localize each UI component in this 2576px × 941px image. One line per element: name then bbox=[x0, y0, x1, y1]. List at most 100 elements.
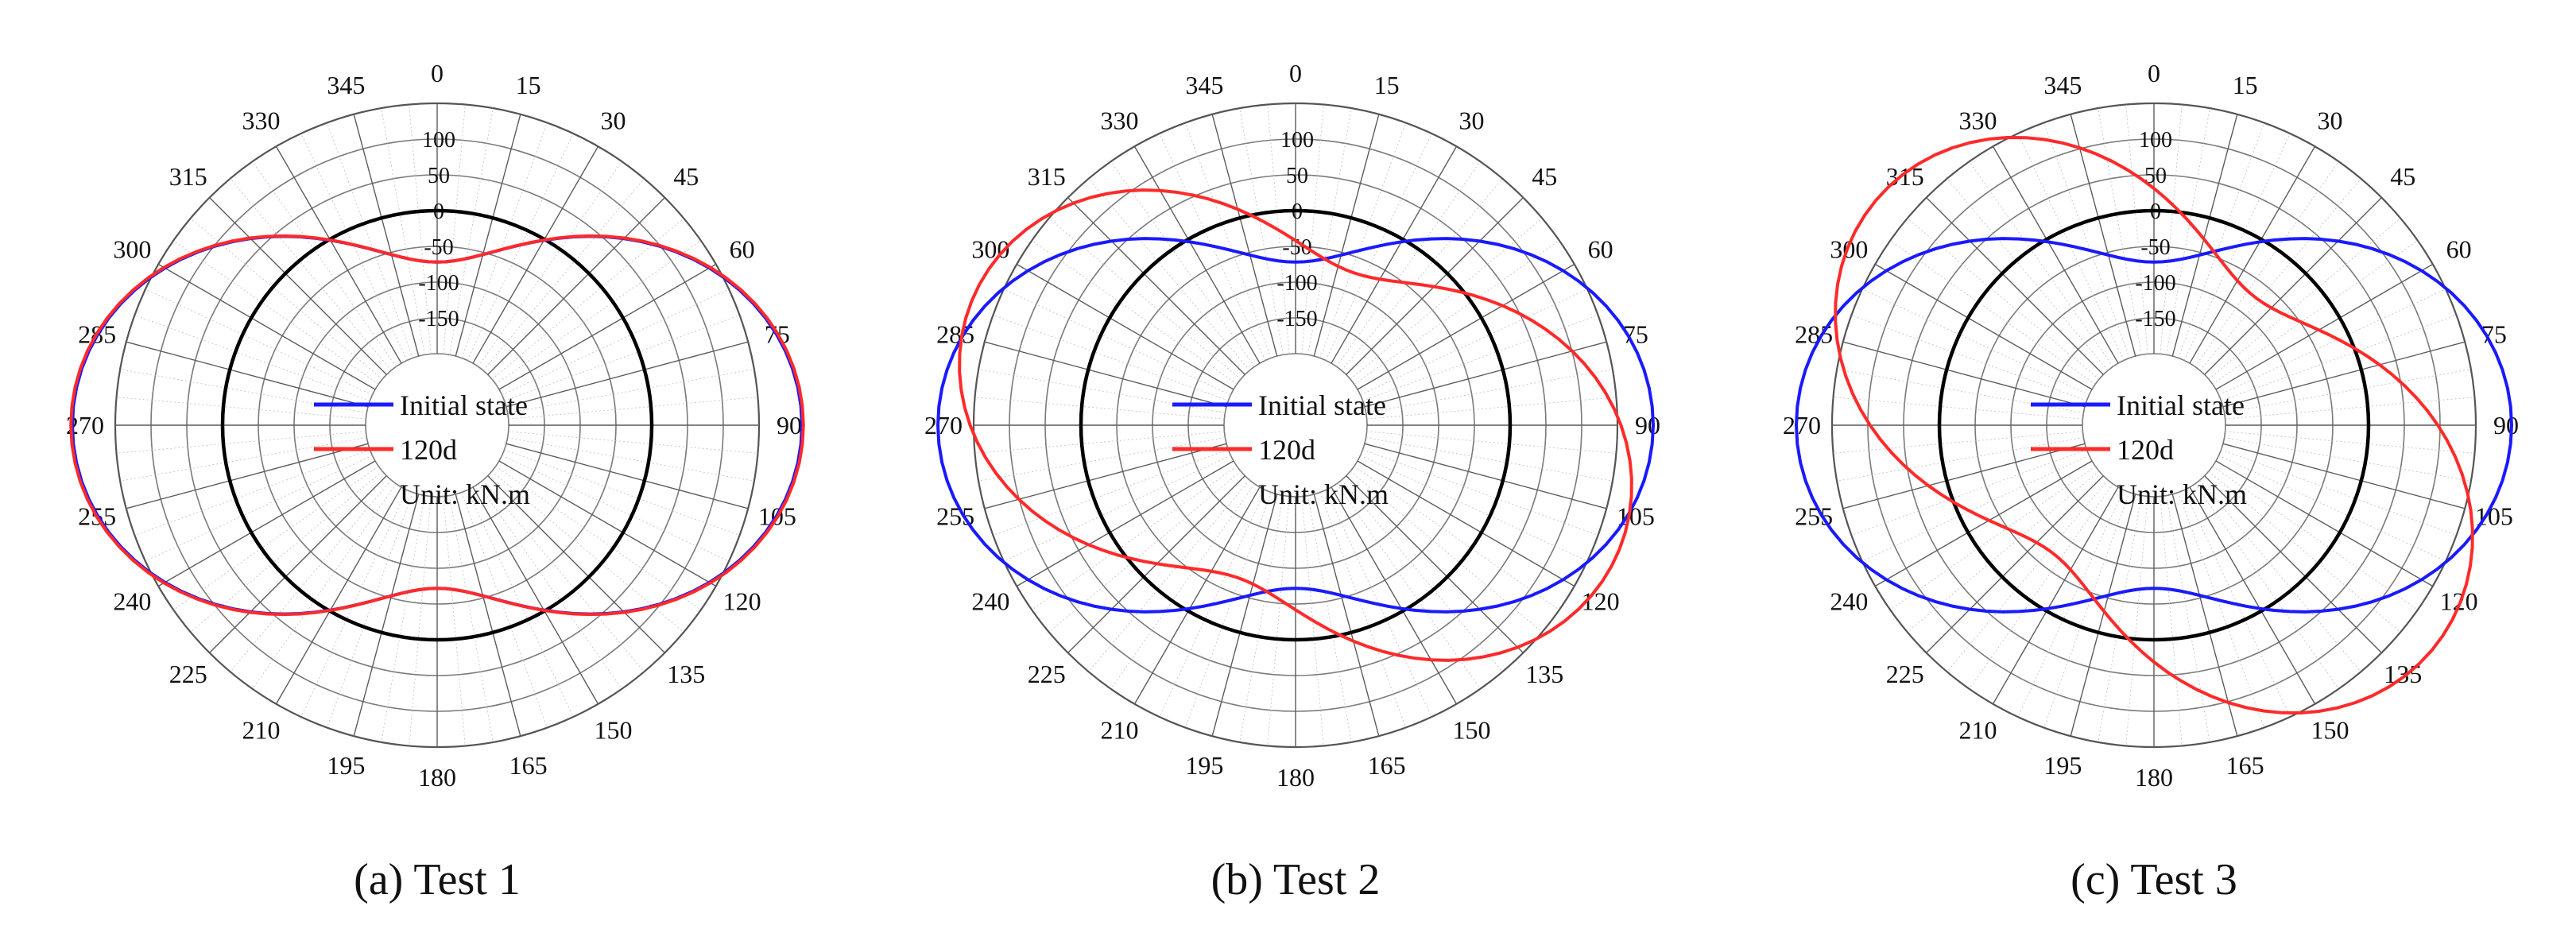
minor-spoke bbox=[409, 496, 432, 746]
ring-circle bbox=[1223, 353, 1368, 498]
major-spoke bbox=[157, 263, 376, 390]
angle-tick-label: 240 bbox=[1830, 587, 1868, 616]
major-spoke bbox=[1067, 197, 1245, 375]
major-spoke bbox=[1016, 263, 1234, 390]
angular-spokes bbox=[1832, 103, 2476, 747]
minor-spoke bbox=[504, 315, 740, 401]
radial-tick-label: 100 bbox=[1280, 128, 1314, 153]
angle-tick-label: 270 bbox=[1783, 411, 1821, 440]
angle-tick-label: 195 bbox=[1185, 751, 1223, 780]
minor-spoke bbox=[1362, 449, 1598, 536]
minor-spoke bbox=[1907, 470, 2100, 633]
major-spoke bbox=[506, 341, 749, 408]
angle-tick-label: 315 bbox=[1886, 162, 1924, 191]
major-spoke bbox=[1992, 486, 2119, 705]
angle-tick-label: 120 bbox=[723, 587, 761, 616]
angle-tick-label: 300 bbox=[113, 235, 151, 264]
angle-tick-label: 150 bbox=[2311, 716, 2349, 745]
radial-tick-label: -100 bbox=[418, 271, 459, 296]
minor-spoke bbox=[1366, 397, 1617, 420]
minor-spoke bbox=[120, 437, 367, 482]
minor-spoke bbox=[2224, 437, 2471, 482]
series-lines bbox=[69, 234, 805, 617]
minor-spoke bbox=[1833, 397, 2083, 420]
angle-labels: 0 153045607590105120135150165180195210225… bbox=[66, 59, 802, 792]
minor-spoke bbox=[1319, 122, 1406, 358]
minor-spoke bbox=[993, 449, 1229, 536]
angle-tick-label: 285 bbox=[936, 319, 974, 348]
angle-tick-label: 300 bbox=[1830, 235, 1868, 264]
minor-spoke bbox=[1362, 315, 1598, 401]
angle-tick-label: 345 bbox=[327, 71, 365, 99]
minor-spoke bbox=[2043, 492, 2130, 728]
major-spoke bbox=[2215, 263, 2434, 390]
minor-spoke bbox=[507, 437, 754, 482]
angle-tick-label: 90 bbox=[2493, 411, 2519, 440]
series-line-120d bbox=[958, 188, 1633, 662]
angle-tick-label: 150 bbox=[595, 716, 633, 745]
angle-tick-label: 315 bbox=[1028, 162, 1066, 191]
major-spoke bbox=[1133, 486, 1261, 705]
angle-tick-label: 120 bbox=[2440, 587, 2478, 616]
legend: Initial state 120d Unit: kN.m bbox=[2031, 389, 2247, 510]
angle-tick-label: 60 bbox=[1588, 235, 1613, 264]
major-spoke bbox=[2171, 114, 2238, 357]
angle-tick-label: 0 bbox=[431, 59, 444, 87]
minor-spoke bbox=[190, 470, 383, 633]
minor-spoke bbox=[2225, 397, 2475, 420]
minor-spoke bbox=[504, 449, 740, 536]
angle-tick-label: 330 bbox=[1959, 106, 1997, 134]
radial-tick-label: -50 bbox=[2140, 235, 2170, 260]
radial-tick-label: 50 bbox=[428, 164, 450, 188]
minor-spoke bbox=[2221, 449, 2457, 536]
major-spoke bbox=[1874, 460, 2093, 587]
major-spoke bbox=[984, 341, 1227, 408]
minor-spoke bbox=[491, 218, 684, 380]
major-spoke bbox=[472, 486, 599, 705]
angle-tick-label: 210 bbox=[242, 716, 281, 745]
unit-label: Unit: kN.m bbox=[400, 478, 530, 510]
polar-chart-test-2: 0 153045607590105120135150165180195210225… bbox=[924, 59, 1660, 904]
major-spoke bbox=[1331, 486, 1458, 705]
polar-chart-test-1: 0 153045607590105120135150165180195210225… bbox=[66, 59, 805, 904]
minor-spoke bbox=[508, 431, 758, 454]
angle-tick-label: 330 bbox=[1101, 106, 1139, 134]
minor-spoke bbox=[1185, 122, 1272, 358]
major-spoke bbox=[455, 494, 521, 737]
angle-tick-label: 15 bbox=[1374, 71, 1400, 99]
minor-spoke bbox=[2160, 496, 2183, 746]
panel-test-1: 0 15 30 45 60 75 90 105 120 135 150 165 180 195 210 225… bbox=[0, 0, 858, 941]
minor-spoke bbox=[1307, 495, 1352, 742]
radial-tick-label: -150 bbox=[2135, 307, 2175, 331]
minor-spoke bbox=[1048, 470, 1242, 633]
angle-tick-label: 345 bbox=[1185, 71, 1223, 99]
angular-spokes bbox=[115, 103, 759, 747]
angle-tick-label: 15 bbox=[2233, 71, 2258, 99]
angle-tick-label: 225 bbox=[1028, 660, 1066, 688]
legend-entry: 120d bbox=[1258, 434, 1315, 466]
angle-tick-label: 165 bbox=[509, 751, 548, 780]
angle-tick-label: 180 bbox=[2135, 763, 2173, 792]
polar-chart-test-3: 0 153045607590105120135150165180195210225… bbox=[1783, 59, 2519, 904]
minor-spoke bbox=[190, 218, 383, 380]
radial-tick-label: -50 bbox=[424, 235, 453, 260]
minor-spoke bbox=[1088, 479, 1250, 672]
angle-tick-label: 255 bbox=[1795, 502, 1833, 531]
angular-spokes bbox=[974, 103, 1617, 747]
angle-tick-label: 30 bbox=[1459, 106, 1485, 134]
major-spoke bbox=[2189, 145, 2316, 364]
angle-tick-label: 210 bbox=[1959, 716, 1997, 745]
minor-spoke bbox=[2043, 122, 2130, 358]
angle-tick-label: 210 bbox=[1101, 716, 1139, 745]
legend-entry: Initial state bbox=[2117, 389, 2245, 421]
major-spoke bbox=[1926, 475, 2104, 653]
major-spoke bbox=[455, 114, 521, 357]
angle-tick-label: 270 bbox=[924, 411, 963, 440]
major-spoke bbox=[126, 341, 369, 408]
angle-tick-label: 105 bbox=[1617, 502, 1655, 531]
minor-spoke bbox=[1907, 218, 2100, 380]
major-spoke bbox=[498, 460, 717, 587]
minor-spoke bbox=[1365, 369, 1613, 413]
angle-tick-label: 0 bbox=[2148, 59, 2160, 87]
